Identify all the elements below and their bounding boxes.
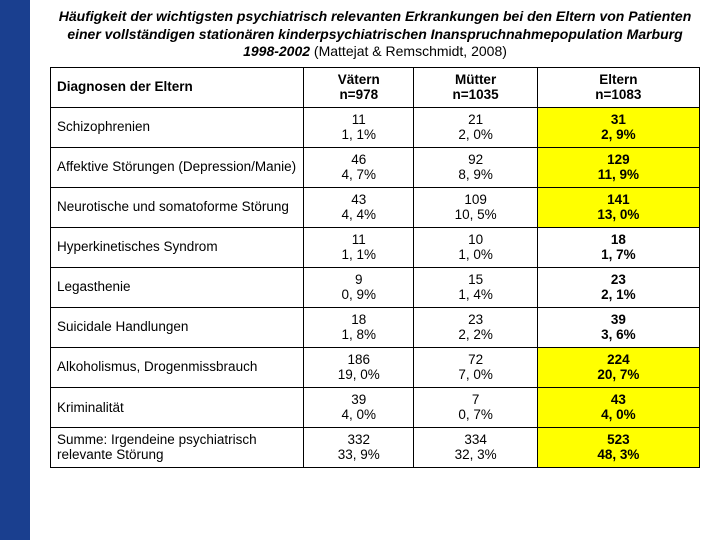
- cell-vaeter: 90, 9%: [304, 267, 414, 307]
- cell-eltern: 52348, 3%: [537, 427, 699, 467]
- title-citation: (Mattejat & Remschmidt, 2008): [310, 43, 507, 59]
- col-eltern-label: Eltern: [599, 72, 637, 87]
- cell-muetter: 232, 2%: [414, 307, 537, 347]
- col-diagnosen-label: Diagnosen der Eltern: [57, 79, 193, 94]
- table-row: Hyperkinetisches Syndrom111, 1%101, 0%18…: [51, 227, 700, 267]
- row-label: Suicidale Handlungen: [51, 307, 304, 347]
- sidebar-stripe: [0, 0, 30, 540]
- cell-eltern: 434, 0%: [537, 387, 699, 427]
- cell-muetter: 10910, 5%: [414, 187, 537, 227]
- cell-eltern: 22420, 7%: [537, 347, 699, 387]
- cell-muetter: 212, 0%: [414, 107, 537, 147]
- row-label: Affektive Störungen (Depression/Manie): [51, 147, 304, 187]
- content-area: Häufigkeit der wichtigsten psychiatrisch…: [30, 0, 720, 468]
- cell-eltern: 12911, 9%: [537, 147, 699, 187]
- row-label: Kriminalität: [51, 387, 304, 427]
- row-label: Neurotische und somatoforme Störung: [51, 187, 304, 227]
- slide-title: Häufigkeit der wichtigsten psychiatrisch…: [50, 8, 700, 61]
- row-label: Schizophrenien: [51, 107, 304, 147]
- cell-vaeter: 434, 4%: [304, 187, 414, 227]
- cell-eltern: 393, 6%: [537, 307, 699, 347]
- cell-muetter: 151, 4%: [414, 267, 537, 307]
- cell-muetter: 928, 9%: [414, 147, 537, 187]
- cell-vaeter: 111, 1%: [304, 107, 414, 147]
- cell-vaeter: 18619, 0%: [304, 347, 414, 387]
- col-vaeter-n: n=978: [339, 87, 378, 102]
- col-vaeter-label: Vätern: [338, 72, 380, 87]
- table-row: Schizophrenien111, 1%212, 0%312, 9%: [51, 107, 700, 147]
- table-row: Affektive Störungen (Depression/Manie)46…: [51, 147, 700, 187]
- slide: Häufigkeit der wichtigsten psychiatrisch…: [0, 0, 720, 540]
- table-row: Alkoholismus, Drogenmissbrauch18619, 0%7…: [51, 347, 700, 387]
- table-row: Legasthenie90, 9%151, 4%232, 1%: [51, 267, 700, 307]
- header-row: Diagnosen der Eltern Vätern n=978 Mütter…: [51, 67, 700, 107]
- table-row: Neurotische und somatoforme Störung434, …: [51, 187, 700, 227]
- diagnoses-table: Diagnosen der Eltern Vätern n=978 Mütter…: [50, 67, 700, 468]
- cell-eltern: 232, 1%: [537, 267, 699, 307]
- table-body: Schizophrenien111, 1%212, 0%312, 9%Affek…: [51, 107, 700, 467]
- row-label: Hyperkinetisches Syndrom: [51, 227, 304, 267]
- cell-vaeter: 394, 0%: [304, 387, 414, 427]
- table-row: Kriminalität394, 0%70, 7%434, 0%: [51, 387, 700, 427]
- row-label: Alkoholismus, Drogenmissbrauch: [51, 347, 304, 387]
- cell-muetter: 33432, 3%: [414, 427, 537, 467]
- cell-muetter: 70, 7%: [414, 387, 537, 427]
- cell-vaeter: 111, 1%: [304, 227, 414, 267]
- row-label: Summe: Irgendeine psychiatrisch relevant…: [51, 427, 304, 467]
- cell-muetter: 727, 0%: [414, 347, 537, 387]
- cell-muetter: 101, 0%: [414, 227, 537, 267]
- col-eltern-n: n=1083: [595, 87, 641, 102]
- col-eltern: Eltern n=1083: [537, 67, 699, 107]
- col-muetter-n: n=1035: [453, 87, 499, 102]
- cell-vaeter: 181, 8%: [304, 307, 414, 347]
- table-row: Summe: Irgendeine psychiatrisch relevant…: [51, 427, 700, 467]
- table-head: Diagnosen der Eltern Vätern n=978 Mütter…: [51, 67, 700, 107]
- col-vaeter: Vätern n=978: [304, 67, 414, 107]
- cell-eltern: 312, 9%: [537, 107, 699, 147]
- col-diagnosen: Diagnosen der Eltern: [51, 67, 304, 107]
- cell-vaeter: 464, 7%: [304, 147, 414, 187]
- col-muetter: Mütter n=1035: [414, 67, 537, 107]
- cell-eltern: 181, 7%: [537, 227, 699, 267]
- cell-eltern: 14113, 0%: [537, 187, 699, 227]
- row-label: Legasthenie: [51, 267, 304, 307]
- cell-vaeter: 33233, 9%: [304, 427, 414, 467]
- col-muetter-label: Mütter: [455, 72, 496, 87]
- table-row: Suicidale Handlungen181, 8%232, 2%393, 6…: [51, 307, 700, 347]
